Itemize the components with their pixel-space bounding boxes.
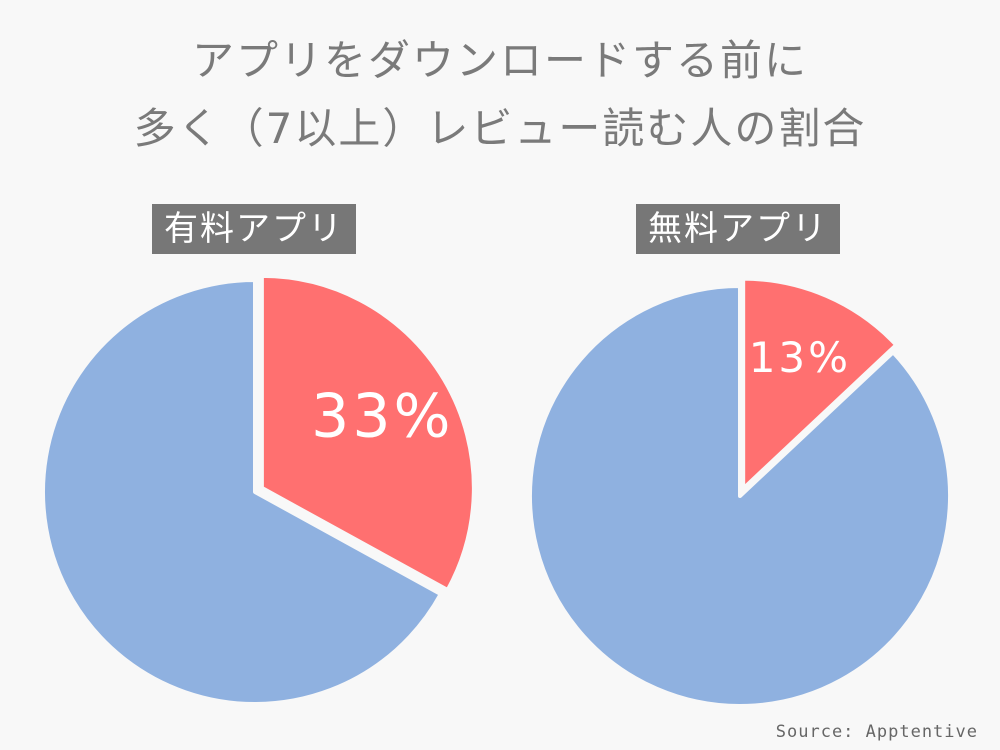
chart-title-line-2: 多く（7以上）レビュー読む人の割合 <box>133 104 867 153</box>
paid-apps-slice-1 <box>41 278 443 706</box>
free-apps-slice-1 <box>528 284 952 708</box>
paid-apps-label: 有料アプリ <box>152 204 356 254</box>
paid-apps-slice-0 <box>259 273 476 593</box>
free-apps-slice-0 <box>741 276 899 491</box>
free-apps-slice-0-label: 13% <box>749 333 851 382</box>
paid-apps-slice-0-label: 33% <box>311 382 453 452</box>
free-apps-label: 無料アプリ <box>636 204 840 254</box>
source-credit: Source: Apptentive <box>775 722 978 742</box>
chart-title-line-1: アプリをダウンロードする前に <box>191 36 808 85</box>
